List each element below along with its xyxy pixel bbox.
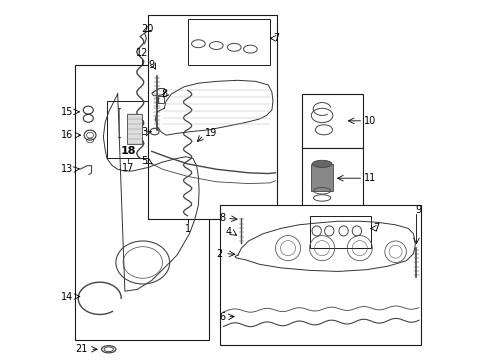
Text: 7: 7 [273, 33, 279, 43]
Text: 11: 11 [365, 173, 377, 183]
Bar [302, 94, 364, 148]
Bar [302, 148, 364, 209]
Text: 13: 13 [61, 164, 74, 174]
Text: 1: 1 [185, 224, 191, 234]
Bar [74, 65, 209, 339]
Text: 8: 8 [219, 213, 225, 222]
Text: 15: 15 [61, 107, 74, 117]
Text: 18: 18 [121, 146, 136, 156]
Bar [107, 101, 150, 158]
Bar [311, 164, 333, 191]
Text: 16: 16 [61, 130, 74, 140]
Bar [188, 19, 270, 65]
Text: 12: 12 [136, 48, 148, 58]
Bar [310, 216, 370, 248]
Text: 19: 19 [205, 129, 217, 138]
Text: 4: 4 [225, 227, 231, 237]
Text: 20: 20 [141, 24, 154, 35]
Text: 14: 14 [61, 292, 74, 302]
Bar [148, 15, 277, 220]
Bar [126, 114, 142, 144]
Text: 2: 2 [217, 248, 223, 258]
Ellipse shape [312, 160, 332, 167]
Bar [220, 205, 421, 345]
Text: 6: 6 [219, 312, 225, 322]
Text: 10: 10 [365, 116, 377, 126]
Text: 9: 9 [148, 60, 154, 70]
Text: 7: 7 [373, 224, 379, 233]
Text: 8: 8 [161, 89, 168, 99]
Text: 5: 5 [141, 156, 147, 166]
Text: 9: 9 [416, 206, 421, 216]
Text: 17: 17 [122, 163, 135, 173]
Text: 3: 3 [141, 127, 147, 137]
Text: 21: 21 [75, 344, 88, 354]
